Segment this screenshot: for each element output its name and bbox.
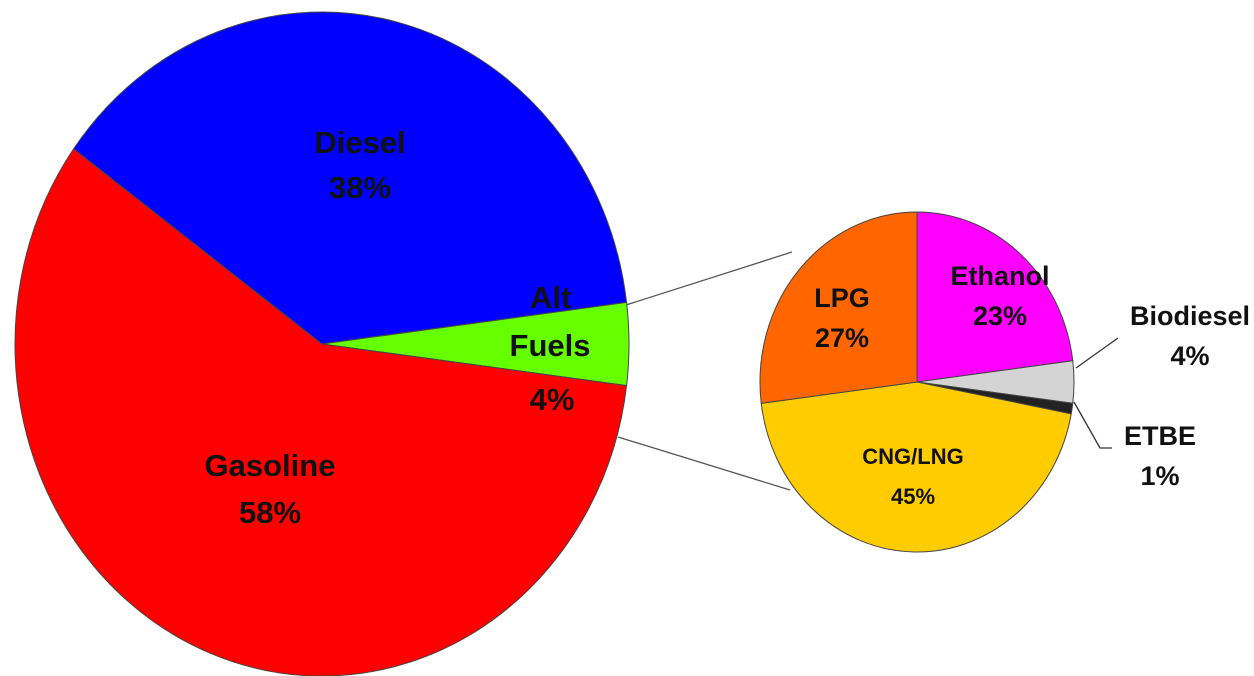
slice-value-label: 4%	[530, 382, 575, 417]
slice-label: Alt Fuels	[510, 280, 591, 363]
slice-value-label: 27%	[815, 323, 869, 353]
pie-slice	[14, 148, 628, 676]
connector-line	[617, 436, 791, 491]
slice-value-label: 45%	[891, 484, 935, 509]
connector-line	[625, 251, 793, 306]
pie-slice	[916, 211, 1074, 383]
pie-slice	[759, 211, 918, 404]
leader-line	[1075, 337, 1119, 369]
slice-value-label: 1%	[1140, 461, 1179, 491]
pie-slice	[760, 381, 1072, 553]
slice-label: Biodiesel	[1130, 301, 1250, 331]
slice-label: Diesel	[314, 125, 405, 160]
slice-label: Ethanol	[951, 261, 1050, 291]
pie-slice	[72, 11, 628, 345]
slice-label: CNG/LNG	[862, 444, 963, 469]
slice-value-label: 38%	[329, 170, 391, 205]
slice-value-label: 23%	[973, 301, 1027, 331]
slice-label: ETBE	[1124, 421, 1196, 451]
slice-label: LPG	[814, 283, 870, 313]
slice-value-label: 58%	[239, 495, 301, 530]
leader-line	[1073, 401, 1112, 449]
slice-value-label: 4%	[1170, 341, 1209, 371]
slice-label: Gasoline	[205, 448, 336, 483]
